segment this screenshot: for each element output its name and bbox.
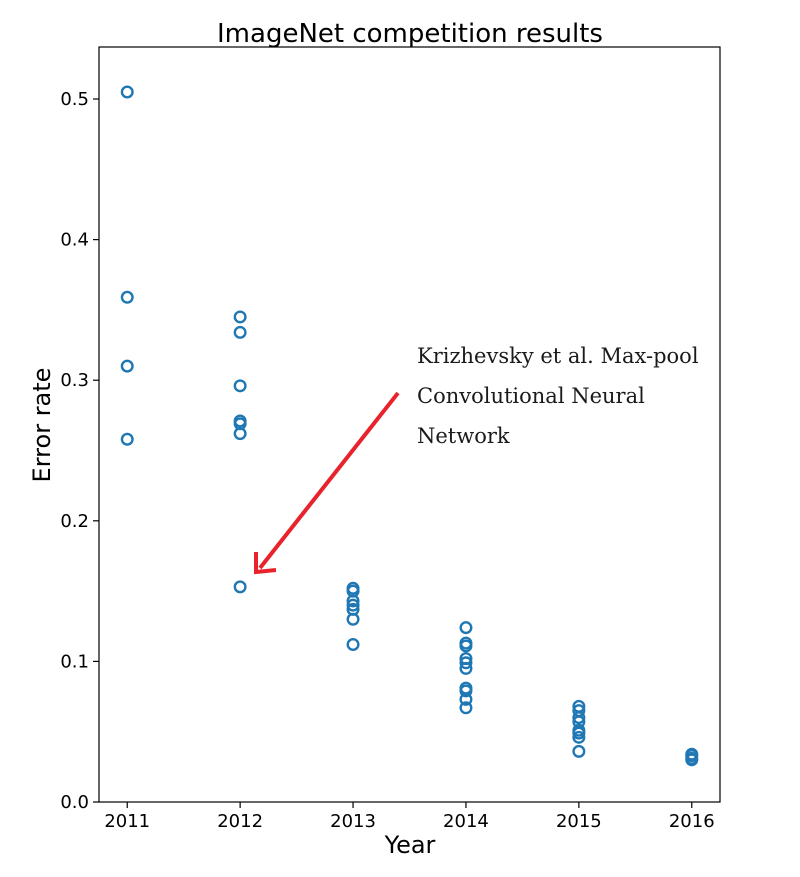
- y-axis-label: Error rate: [28, 368, 56, 483]
- chart-title: ImageNet competition results: [217, 19, 603, 49]
- data-point: [459, 656, 473, 670]
- annotation-line-3: Network: [417, 424, 510, 448]
- x-tick-label: 2014: [443, 811, 489, 832]
- annotation-arrow: [258, 391, 400, 570]
- annotation-line-1: Krizhevsky et al. Max-pool: [417, 344, 699, 368]
- annotation-line-2: Convolutional Neural: [417, 384, 645, 408]
- data-point: [120, 432, 134, 446]
- data-point: [346, 594, 360, 608]
- data-point: [233, 427, 247, 441]
- y-axis: 0.0 0.1 0.2 0.3 0.4 0.5: [60, 89, 99, 813]
- data-point: [572, 711, 586, 725]
- y-tick-label: 0.1: [60, 651, 89, 672]
- data-point: [459, 621, 473, 635]
- x-tick-label: 2012: [217, 811, 263, 832]
- data-point: [572, 726, 586, 740]
- data-point: [120, 290, 134, 304]
- y-tick-label: 0.5: [60, 89, 89, 110]
- data-point: [459, 639, 473, 653]
- data-point: [346, 612, 360, 626]
- data-points: [120, 85, 699, 767]
- data-point: [459, 692, 473, 706]
- data-point: [120, 85, 134, 99]
- data-point: [233, 379, 247, 393]
- annotation: Krizhevsky et al. Max-pool Convolutional…: [254, 344, 699, 575]
- data-point: [120, 359, 134, 373]
- data-point: [572, 744, 586, 758]
- x-tick-label: 2016: [669, 811, 715, 832]
- data-point: [346, 598, 360, 612]
- x-axis-label: Year: [384, 831, 436, 859]
- data-point: [685, 753, 699, 767]
- data-point: [233, 580, 247, 594]
- data-point: [233, 310, 247, 324]
- x-tick-label: 2015: [556, 811, 602, 832]
- data-point: [459, 661, 473, 675]
- data-point: [346, 638, 360, 652]
- y-tick-label: 0.0: [60, 792, 89, 813]
- plot-frame: [98, 46, 721, 803]
- data-point: [572, 730, 586, 744]
- y-tick-label: 0.3: [60, 370, 89, 391]
- annotation-arrow-head: [254, 552, 277, 575]
- y-tick-label: 0.2: [60, 511, 89, 532]
- x-axis: 2011 2012 2013 2014 2015 2016: [104, 802, 715, 832]
- x-tick-label: 2013: [330, 811, 376, 832]
- y-tick-label: 0.4: [60, 230, 89, 251]
- data-point: [233, 325, 247, 339]
- data-point: [459, 684, 473, 698]
- x-tick-label: 2011: [104, 811, 150, 832]
- data-point: [459, 701, 473, 715]
